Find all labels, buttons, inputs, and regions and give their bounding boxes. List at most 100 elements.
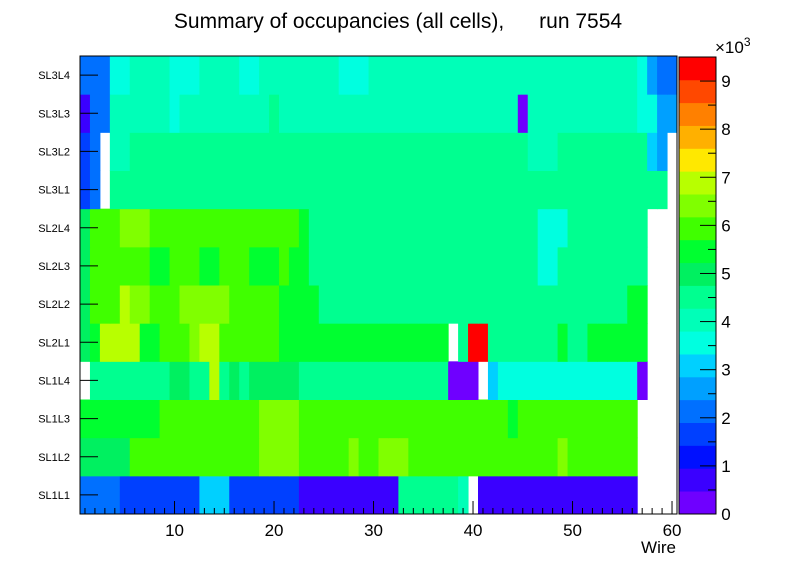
z-tick-label: 7 <box>721 168 730 187</box>
heatmap-cell <box>159 399 171 439</box>
heatmap-cell <box>487 285 499 324</box>
heatmap-cell <box>318 361 330 400</box>
heatmap-cell <box>139 170 151 210</box>
heatmap-cell <box>577 285 588 324</box>
heatmap-cell <box>259 94 270 133</box>
heatmap-cell <box>428 132 439 171</box>
heatmap-cell <box>428 285 439 324</box>
heatmap-cell <box>139 399 151 439</box>
heatmap-cell <box>398 94 409 133</box>
heatmap-cell <box>99 475 111 515</box>
heatmap-cell <box>418 399 429 439</box>
y-tick-label: SL2L1 <box>38 337 70 349</box>
heatmap-cell <box>348 208 360 248</box>
heatmap-cell <box>229 285 240 324</box>
heatmap-cell <box>219 285 230 324</box>
heatmap-cell <box>368 437 379 477</box>
heatmap-cell <box>189 475 200 515</box>
heatmap-cell <box>567 132 578 171</box>
heatmap-cell <box>338 399 350 439</box>
heatmap-cell <box>388 132 399 171</box>
heatmap-cell <box>368 323 379 362</box>
heatmap-cell <box>587 323 598 362</box>
heatmap-cell <box>179 94 190 133</box>
heatmap-cell <box>348 361 360 400</box>
heatmap-cell <box>298 94 310 133</box>
heatmap-cell <box>99 94 111 133</box>
heatmap-cell <box>587 437 598 477</box>
heatmap-cell <box>139 246 151 286</box>
heatmap-cell <box>438 475 449 515</box>
heatmap-cell <box>418 132 429 171</box>
heatmap-cell <box>378 56 389 95</box>
heatmap-cell <box>438 323 449 362</box>
heatmap-cell <box>557 285 569 324</box>
heatmap-cell <box>597 170 608 210</box>
heatmap-cell <box>617 56 628 95</box>
heatmap-cell <box>408 94 419 133</box>
heatmap-cell <box>288 475 300 515</box>
heatmap-cell <box>388 94 399 133</box>
heatmap-cell <box>209 132 220 171</box>
heatmap-cell <box>607 475 618 515</box>
heatmap-cell <box>587 56 598 95</box>
palette-segment <box>679 79 716 104</box>
heatmap-cell <box>507 323 519 362</box>
heatmap-cell <box>627 208 638 248</box>
heatmap-cell <box>458 475 469 515</box>
heatmap-cell <box>408 323 419 362</box>
heatmap-cell <box>438 170 449 210</box>
heatmap-cell <box>527 132 539 171</box>
heatmap-cell <box>259 399 270 439</box>
heatmap-cell <box>368 285 379 324</box>
palette-segment <box>679 399 716 423</box>
heatmap-cell <box>418 208 429 248</box>
heatmap-cell <box>547 361 559 400</box>
heatmap-cell <box>169 170 180 210</box>
heatmap-cell <box>388 170 399 210</box>
heatmap-cell <box>577 323 588 362</box>
heatmap-cell <box>348 132 360 171</box>
heatmap-cell <box>139 475 151 515</box>
z-axis: 0 1 2 3 4 5 6 7 8 9 <box>700 56 731 524</box>
heatmap-cell <box>487 361 499 400</box>
heatmap-cell <box>269 56 280 95</box>
heatmap-cell <box>547 56 559 95</box>
heatmap-cell <box>577 475 588 515</box>
heatmap-cell <box>458 399 469 439</box>
heatmap-cell <box>239 94 250 133</box>
heatmap-cell <box>328 246 340 286</box>
palette-segment <box>679 262 716 286</box>
heatmap-cell <box>458 94 469 133</box>
heatmap-cell <box>318 94 330 133</box>
heatmap-cell <box>637 246 648 286</box>
heatmap-cell <box>199 94 210 133</box>
heatmap-cell <box>318 285 330 324</box>
heatmap-cell <box>527 399 539 439</box>
heatmap-cell <box>597 323 608 362</box>
heatmap-cell <box>567 285 578 324</box>
heatmap-cell <box>517 399 529 439</box>
heatmap-cell <box>398 56 409 95</box>
heatmap-cell <box>597 56 608 95</box>
heatmap-cell <box>358 170 370 210</box>
heatmap-cell <box>209 285 220 324</box>
heatmap-cell <box>617 399 628 439</box>
heatmap-cell <box>547 323 559 362</box>
heatmap-cell <box>209 361 220 400</box>
palette-segment <box>679 354 716 378</box>
heatmap-cell <box>478 437 489 477</box>
heatmap-cell <box>478 94 489 133</box>
heatmap-cell <box>179 399 190 439</box>
heatmap-cell <box>149 399 161 439</box>
heatmap-cell <box>179 437 190 477</box>
heatmap-cell <box>537 208 549 248</box>
heatmap-cell <box>199 285 210 324</box>
heatmap-cell <box>468 437 479 477</box>
heatmap-cell <box>288 285 300 324</box>
heatmap-cell <box>458 361 469 400</box>
heatmap-cell <box>438 437 449 477</box>
heatmap-cell <box>179 208 190 248</box>
heatmap-cell <box>219 437 230 477</box>
heatmap-cell <box>129 94 141 133</box>
